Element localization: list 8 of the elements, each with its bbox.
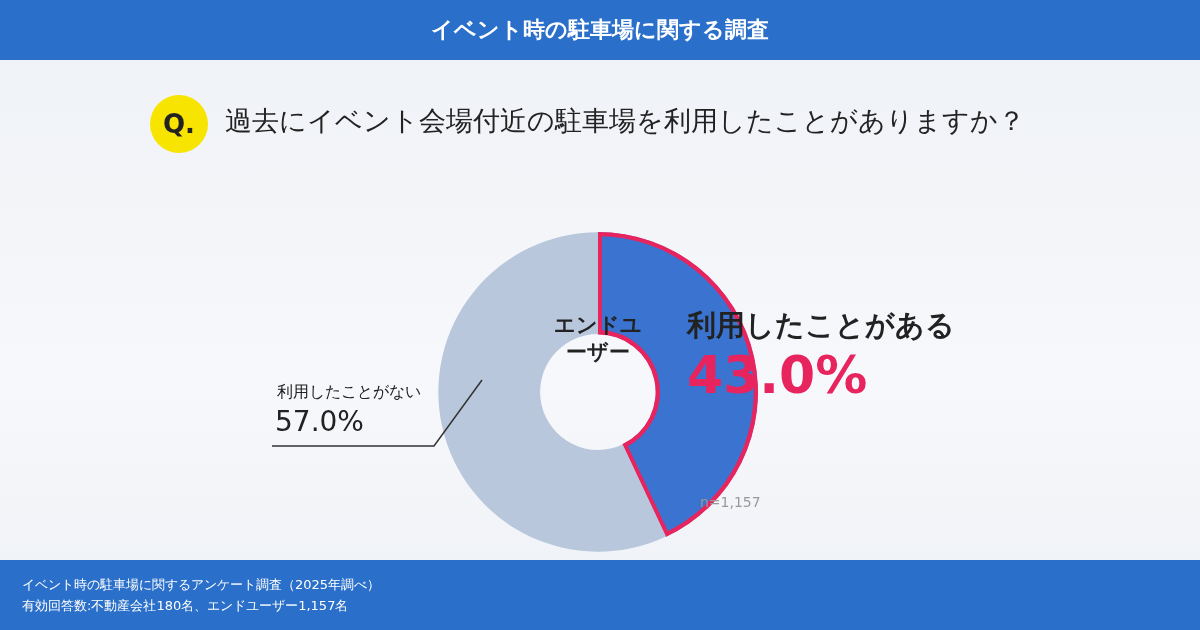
chart-subtitle: 過去にイベント会場付近の駐車場を利用したことがありますか？ — [225, 104, 1025, 138]
text: イベント時の駐車場に関するアンケート調査（2025年調べ） — [22, 576, 381, 594]
text: 有効回答数:不動産会社180名、エンドユーザー1,157名 — [22, 597, 349, 615]
data-label: 57.0% — [275, 405, 364, 438]
text: エンドユーザー — [553, 312, 643, 367]
text: Q. — [150, 95, 208, 153]
slice-label: 利用したことがない — [277, 382, 421, 403]
chart-title: イベント時の駐車場に関する調査 — [0, 0, 1200, 60]
